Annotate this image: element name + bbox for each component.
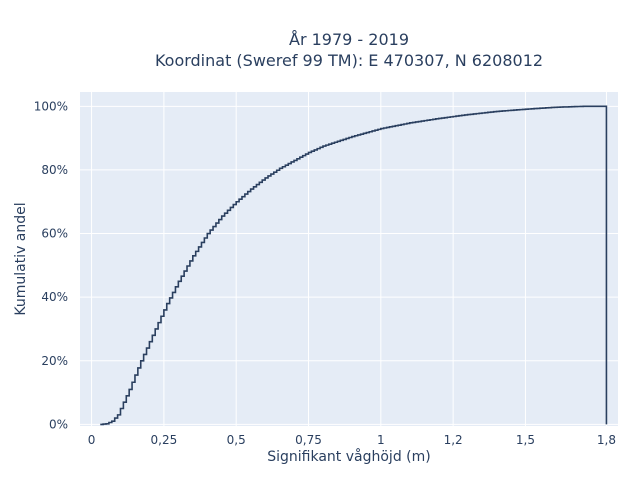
y-axis-ticks: 0% 20% 40% 60% 80% 100% (34, 99, 68, 431)
x-tick-label: 1,5 (516, 433, 535, 447)
y-axis-title: Kumulativ andel (13, 202, 29, 315)
data-series (100, 105, 608, 426)
x-axis-title: Signifikant våghöjd (m) (267, 448, 430, 465)
x-axis-ticks: 0 0,25 0,5 0,75 1 1,2 1,5 1,8 (88, 433, 616, 447)
x-tick-label: 0,75 (295, 433, 322, 447)
y-tick-label: 20% (41, 354, 68, 368)
x-tick-label: 1,2 (444, 433, 463, 447)
y-tick-label: 40% (41, 290, 68, 304)
plot-area (80, 92, 618, 426)
cdf-step-line (100, 105, 608, 426)
y-tick-label: 80% (41, 163, 68, 177)
y-tick-label: 0% (49, 417, 68, 431)
x-tick-label: 1,8 (597, 433, 616, 447)
chart-title-line-1: År 1979 - 2019 (289, 30, 409, 49)
x-tick-label: 0,25 (151, 433, 178, 447)
y-tick-label: 100% (34, 99, 68, 113)
x-tick-label: 0 (88, 433, 96, 447)
y-tick-label: 60% (41, 227, 68, 241)
chart-title-line-2: Koordinat (Sweref 99 TM): E 470307, N 62… (155, 51, 543, 70)
x-tick-label: 1 (377, 433, 385, 447)
x-tick-label: 0,5 (227, 433, 246, 447)
